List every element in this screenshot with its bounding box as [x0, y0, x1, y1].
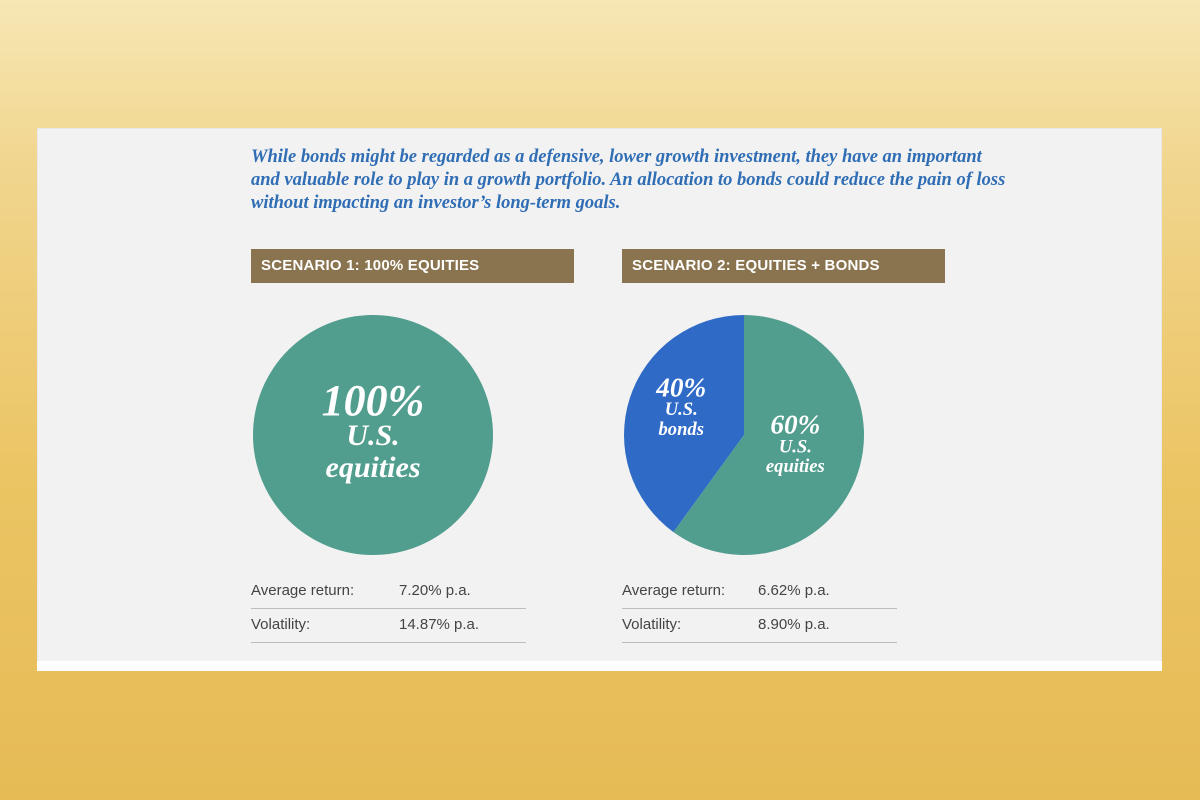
- stat-value: 6.62% p.a.: [758, 582, 830, 599]
- slice-line1-label: U.S.: [665, 399, 698, 420]
- stat-value: 7.20% p.a.: [399, 582, 471, 599]
- pie-slice-bonds: [624, 315, 744, 533]
- stat-row-volatility: Volatility: 14.87% p.a.: [251, 609, 526, 643]
- scenario-1-pie-chart: 100% U.S. equities: [251, 314, 581, 557]
- stat-row-average-return: Average return: 7.20% p.a.: [251, 575, 526, 609]
- slice-label-bonds: 40%U.S.bonds: [655, 373, 706, 440]
- stat-row-volatility: Volatility: 8.90% p.a.: [622, 609, 897, 643]
- slice-line1-label: U.S.: [346, 419, 399, 452]
- pie-slice-equities: [253, 315, 493, 555]
- scenario-2-pie-chart: 40% U.S. bonds 60% U.S. equities: [622, 314, 952, 557]
- slice-label-equities: 60%U.S.equities: [766, 410, 825, 477]
- stat-value: 8.90% p.a.: [758, 616, 830, 633]
- stat-value: 14.87% p.a.: [399, 616, 480, 633]
- slice-line2-label: bonds: [658, 419, 703, 440]
- scenario-2: SCENARIO 2: EQUITIES + BONDS 40% U.S. bond…: [622, 249, 945, 643]
- scenario-1-stats: Average return: 7.20% p.a. Volatility: 1…: [251, 575, 526, 643]
- slice-percent-label: 60%: [770, 410, 820, 440]
- slice-label-equities: 100%U.S.equities: [322, 376, 425, 484]
- slice-percent-label: 100%: [322, 376, 425, 425]
- scenario-2-header: SCENARIO 2: EQUITIES + BONDS: [622, 249, 945, 283]
- infographic-panel: While bonds might be regarded as a defen…: [37, 128, 1162, 671]
- scenario-1-header: SCENARIO 1: 100% EQUITIES: [251, 249, 574, 283]
- scenario-1: SCENARIO 1: 100% EQUITIES 100% U.S. equiti…: [251, 249, 574, 643]
- stat-row-average-return: Average return: 6.62% p.a.: [622, 575, 897, 609]
- scenario-2-stats: Average return: 6.62% p.a. Volatility: 8…: [622, 575, 897, 643]
- stat-label: Average return:: [251, 582, 355, 599]
- slice-line2-label: equities: [326, 451, 421, 484]
- slice-line1-label: U.S.: [779, 436, 812, 457]
- slice-percent-label: 40%: [655, 373, 706, 403]
- stat-label: Average return:: [622, 582, 726, 599]
- scenario-1-pie-svg: 100%U.S.equities: [253, 315, 493, 555]
- stat-label: Volatility:: [622, 616, 682, 633]
- intro-text: While bonds might be regarded as a defen…: [251, 147, 1006, 213]
- stat-label: Volatility:: [251, 616, 311, 633]
- panel-bottom-strip: [37, 661, 1162, 671]
- slice-line2-label: equities: [766, 456, 825, 477]
- pie-slice-equities: [673, 315, 864, 555]
- scenario-2-pie-svg: 40%U.S.bonds 60%U.S.equities: [624, 315, 864, 555]
